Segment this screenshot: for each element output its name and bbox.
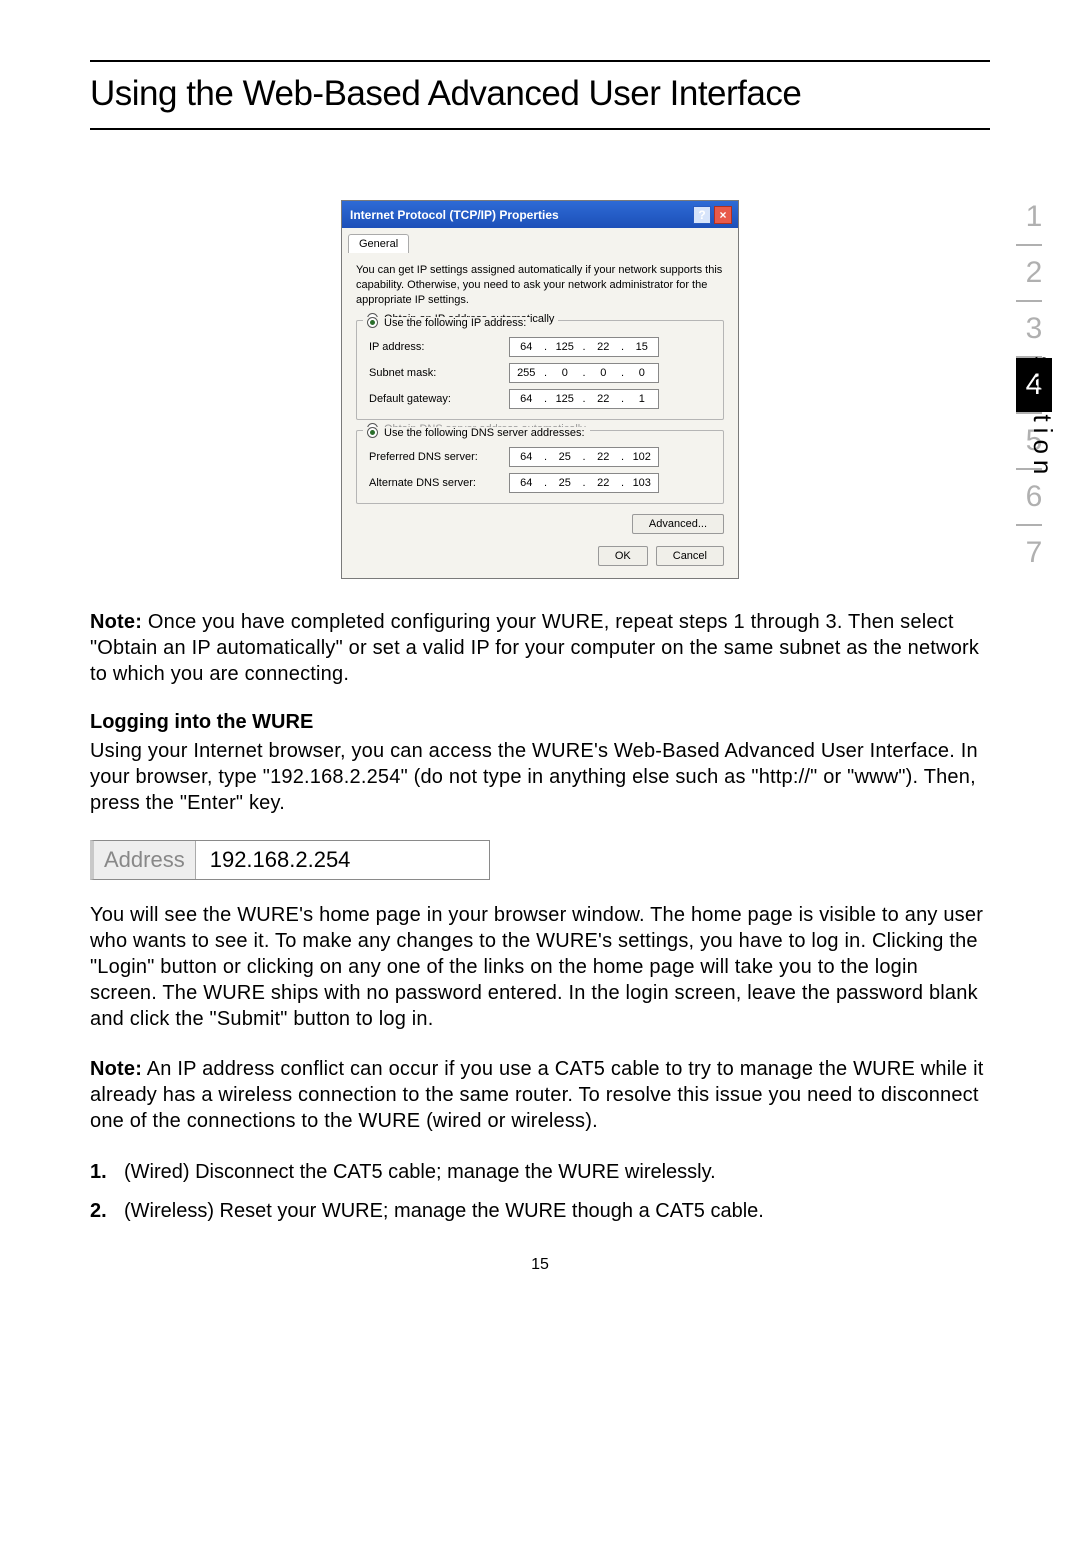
step-number: 2. [90, 1197, 124, 1226]
section-tabs: section 1234567 [1016, 190, 1052, 580]
section-label: section [1027, 356, 1058, 480]
ok-button[interactable]: OK [598, 546, 648, 566]
ip-address-label: IP address: [369, 341, 509, 353]
subnet-mask-input[interactable]: 255. 0. 0. 0 [509, 363, 659, 383]
alternate-dns-label: Alternate DNS server: [369, 477, 509, 489]
dialog-description: You can get IP settings assigned automat… [356, 263, 724, 308]
page-number: 15 [90, 1256, 990, 1274]
advanced-button[interactable]: Advanced... [632, 514, 724, 534]
help-icon: ? [698, 208, 705, 222]
radio-use-following-dns[interactable]: Use the following DNS server addresses: [363, 427, 589, 439]
section-tab-1[interactable]: 1 [1016, 190, 1052, 244]
preferred-dns-label: Preferred DNS server: [369, 451, 509, 463]
steps-list: 1. (Wired) Disconnect the CAT5 cable; ma… [90, 1158, 990, 1226]
note-label: Note: [90, 611, 142, 633]
tab-general[interactable]: General [348, 234, 409, 253]
dns-fieldset: Obtain DNS server address automatically … [356, 430, 724, 504]
section-tab-2[interactable]: 2 [1016, 246, 1052, 300]
step-2: 2. (Wireless) Reset your WURE; manage th… [90, 1197, 990, 1226]
section-tab-3[interactable]: 3 [1016, 302, 1052, 356]
preferred-dns-input[interactable]: 64. 25. 22. 102 [509, 447, 659, 467]
alternate-dns-input[interactable]: 64. 25. 22. 103 [509, 473, 659, 493]
address-label: Address [94, 841, 196, 879]
note-label: Note: [90, 1058, 142, 1080]
cancel-button[interactable]: Cancel [656, 546, 724, 566]
browser-address-bar: Address 192.168.2.254 [90, 840, 490, 880]
address-value[interactable]: 192.168.2.254 [196, 841, 489, 879]
step-text: (Wired) Disconnect the CAT5 cable; manag… [124, 1158, 716, 1187]
tcpip-properties-dialog: Internet Protocol (TCP/IP) Properties ? … [341, 200, 739, 579]
subhead-logging-in: Logging into the WURE [90, 711, 990, 734]
note-text: An IP address conflict can occur if you … [90, 1058, 984, 1132]
help-button[interactable]: ? [693, 206, 711, 224]
step-text: (Wireless) Reset your WURE; manage the W… [124, 1197, 764, 1226]
note-text: Once you have completed configuring your… [90, 611, 979, 685]
radio-label: Use the following IP address: [384, 317, 526, 329]
dialog-title: Internet Protocol (TCP/IP) Properties [350, 208, 559, 222]
login-paragraph-1: Using your Internet browser, you can acc… [90, 738, 990, 816]
title-rule-top [90, 60, 990, 62]
title-rule-bottom [90, 128, 990, 130]
default-gateway-label: Default gateway: [369, 393, 509, 405]
note-2: Note: An IP address conflict can occur i… [90, 1056, 990, 1134]
subnet-mask-label: Subnet mask: [369, 367, 509, 379]
ip-fieldset: Obtain an IP address automatically Use t… [356, 320, 724, 420]
step-1: 1. (Wired) Disconnect the CAT5 cable; ma… [90, 1158, 990, 1187]
dialog-titlebar: Internet Protocol (TCP/IP) Properties ? … [342, 201, 738, 228]
radio-icon [367, 317, 378, 328]
default-gateway-input[interactable]: 64. 125. 22. 1 [509, 389, 659, 409]
close-button[interactable]: × [714, 206, 732, 224]
radio-label: Use the following DNS server addresses: [384, 427, 585, 439]
section-tab-7[interactable]: 7 [1016, 526, 1052, 580]
note-1: Note: Once you have completed configurin… [90, 609, 990, 687]
radio-use-following-ip[interactable]: Use the following IP address: [363, 317, 530, 329]
page-title: Using the Web-Based Advanced User Interf… [90, 74, 990, 114]
login-paragraph-2: You will see the WURE's home page in you… [90, 902, 990, 1032]
dialog-tabstrip: General [342, 228, 738, 253]
step-number: 1. [90, 1158, 124, 1187]
ip-address-input[interactable]: 64. 125. 22. 15 [509, 337, 659, 357]
close-icon: × [719, 208, 726, 222]
radio-icon [367, 427, 378, 438]
